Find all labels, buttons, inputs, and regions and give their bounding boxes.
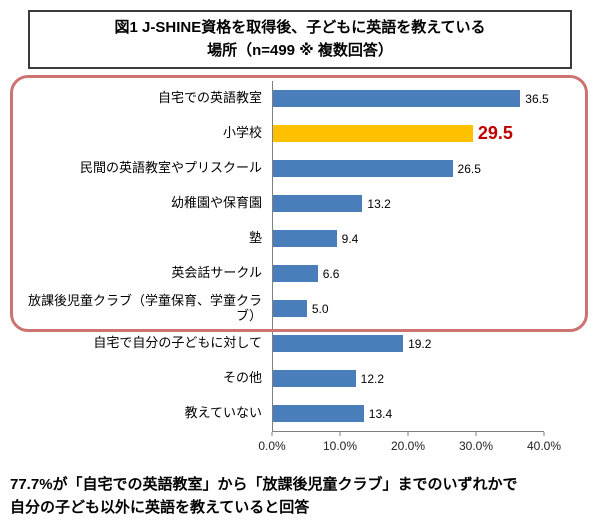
chart-title-box: 図1 J-SHINE資格を取得後、子どもに英語を教えている 場所（n=499 ※… bbox=[28, 10, 572, 69]
category-label: 放課後児童クラブ（学童保育、学童クラブ） bbox=[27, 293, 262, 323]
footer-line2: 自分の子ども以外に英語を教えていると回答 bbox=[10, 499, 310, 517]
chart-row: 小学校 29.5 bbox=[10, 116, 544, 151]
chart-row: その他 12.2 bbox=[10, 361, 544, 396]
category-label: 自宅での英語教室 bbox=[157, 90, 262, 106]
x-tick-label: 20.0% bbox=[390, 439, 426, 453]
x-tick-label: 30.0% bbox=[458, 439, 494, 453]
category-label: 幼稚園や保育園 bbox=[170, 195, 262, 211]
value-label: 29.5 bbox=[477, 123, 513, 143]
bar-area: 36.5 bbox=[272, 81, 549, 116]
chart-row: 塾 9.4 bbox=[10, 221, 544, 256]
chart-title-line2: 場所（n=499 ※ 複数回答） bbox=[207, 41, 393, 59]
chart-row: 自宅で自分の子どもに対して 19.2 bbox=[10, 326, 544, 361]
x-axis: 0.0% 10.0% 20.0% 30.0% 40.0% bbox=[258, 431, 561, 457]
bar bbox=[273, 300, 307, 317]
value-label: 36.5 bbox=[525, 91, 549, 106]
bar bbox=[273, 90, 521, 107]
x-tick-label: 10.0% bbox=[322, 439, 358, 453]
bar bbox=[273, 335, 404, 352]
x-tick-label: 0.0% bbox=[258, 439, 286, 453]
value-label: 13.4 bbox=[368, 406, 393, 421]
category-label: 塾 bbox=[248, 230, 262, 246]
bar bbox=[273, 230, 337, 247]
x-tick-mark bbox=[543, 432, 545, 436]
category-label: 民間の英語教室やプリスクール bbox=[79, 160, 262, 176]
chart-row: 放課後児童クラブ（学童保育、学童クラブ） 5.0 bbox=[10, 291, 544, 326]
bar-area: 29.5 bbox=[272, 116, 544, 151]
chart-row: 英会話サークル 6.6 bbox=[10, 256, 544, 291]
bar-area: 19.2 bbox=[272, 326, 544, 361]
bar-chart: 自宅での英語教室 36.5 小学校 29.5 民間の英語教室やプリスクール 26.5 幼稚園… bbox=[10, 75, 590, 457]
bar-area: 12.2 bbox=[272, 361, 544, 396]
chart-rows: 自宅での英語教室 36.5 小学校 29.5 民間の英語教室やプリスクール 26.5 幼稚園… bbox=[10, 81, 549, 431]
bar-area: 9.4 bbox=[272, 221, 544, 256]
bar-area: 6.6 bbox=[272, 256, 544, 291]
footer-line1: 77.7%が「自宅での英語教室」から「放課後児童クラブ」までのいずれかで bbox=[10, 476, 518, 493]
value-label: 5.0 bbox=[311, 301, 329, 316]
bar bbox=[273, 405, 364, 422]
value-label: 13.2 bbox=[367, 196, 391, 211]
bar-highlighted bbox=[273, 125, 473, 142]
footer-note: 77.7%が「自宅での英語教室」から「放課後児童クラブ」までのいずれかで 自分の… bbox=[10, 473, 590, 520]
value-label: 6.6 bbox=[322, 266, 340, 281]
bar-area: 5.0 bbox=[272, 291, 544, 326]
category-label: 教えていない bbox=[184, 405, 262, 421]
value-label: 19.2 bbox=[408, 336, 432, 351]
chart-row: 教えていない 13.4 bbox=[10, 396, 544, 431]
bar bbox=[273, 370, 356, 387]
chart-row: 民間の英語教室やプリスクール 26.5 bbox=[10, 151, 544, 186]
category-label: その他 bbox=[222, 370, 262, 386]
value-label: 26.5 bbox=[457, 161, 481, 176]
x-tick-mark bbox=[271, 432, 273, 436]
category-label: 英会話サークル bbox=[171, 265, 262, 281]
x-tick-label: 40.0% bbox=[526, 439, 562, 453]
category-label: 自宅で自分の子どもに対して bbox=[93, 335, 262, 351]
bar bbox=[273, 195, 363, 212]
chart-row: 自宅での英語教室 36.5 bbox=[10, 81, 549, 116]
x-tick-mark bbox=[407, 432, 409, 436]
x-tick-mark bbox=[339, 432, 341, 436]
category-label: 小学校 bbox=[222, 125, 262, 141]
bar-area: 13.4 bbox=[272, 396, 544, 431]
bar bbox=[273, 160, 453, 177]
chart-row: 幼稚園や保育園 13.2 bbox=[10, 186, 544, 221]
bar-area: 26.5 bbox=[272, 151, 544, 186]
x-tick-mark bbox=[475, 432, 477, 436]
bar bbox=[273, 265, 318, 282]
value-label: 9.4 bbox=[341, 231, 359, 246]
chart-title-line1: 図1 J-SHINE資格を取得後、子どもに英語を教えている bbox=[114, 19, 486, 36]
bar-area: 13.2 bbox=[272, 186, 544, 221]
value-label: 12.2 bbox=[360, 371, 384, 386]
